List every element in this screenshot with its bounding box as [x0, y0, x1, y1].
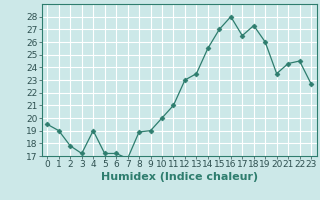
X-axis label: Humidex (Indice chaleur): Humidex (Indice chaleur) [100, 172, 258, 182]
